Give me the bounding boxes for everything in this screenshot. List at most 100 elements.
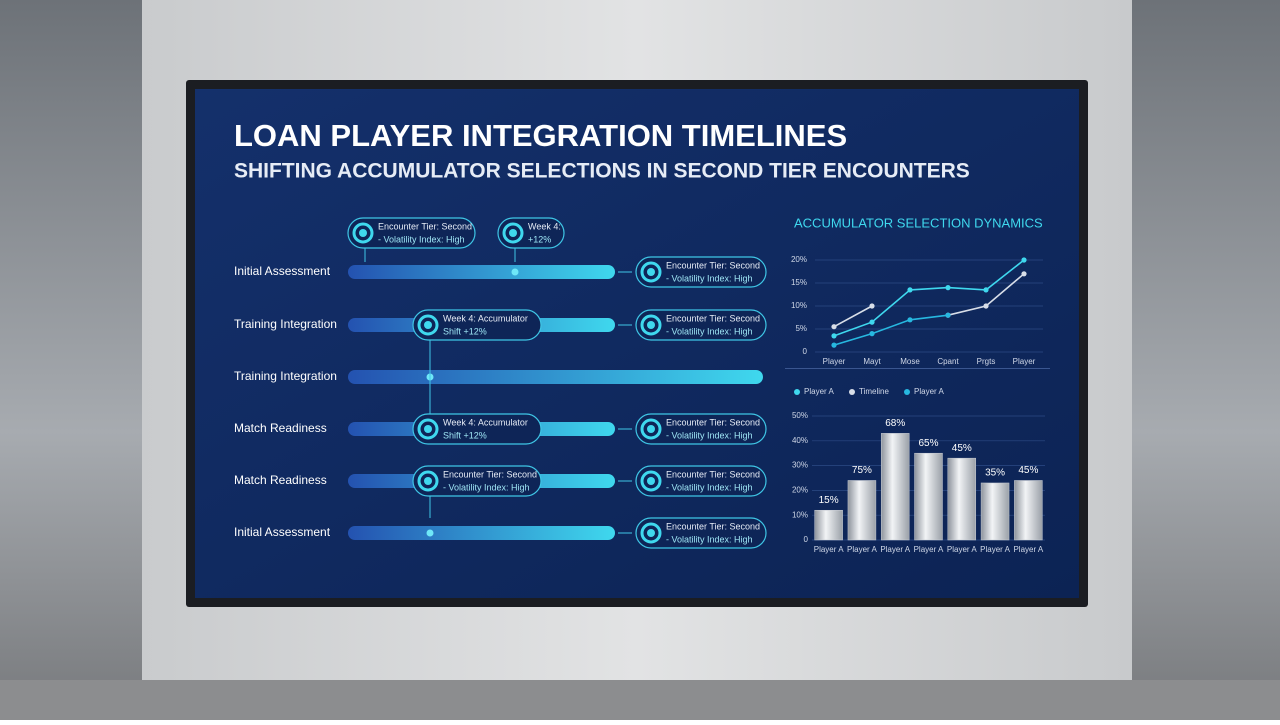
callout [412,413,542,445]
bar [1014,480,1043,541]
divider [785,368,1050,369]
callout-icon [424,425,432,433]
y-tick-label: 0 [803,347,808,356]
row-label: Initial Assessment [234,264,331,278]
callout-icon [424,321,432,329]
floor [0,680,1280,720]
timeline-bar [348,526,615,540]
callout-text: Shift +12% [443,326,487,336]
callout-text: - Volatility Index: High [666,534,753,544]
content: Encounter Tier: Second - Volatility Index… [234,215,1045,554]
x-tick-label: Player A [814,545,844,554]
point [983,303,989,309]
bar-annotation: 35% [985,468,1005,479]
y-tick-label: 50% [792,411,808,420]
callout-text: - Volatility Index: High [666,273,753,283]
row-label: Match Readiness [234,473,327,487]
callout-text: Encounter Tier: Second [378,221,472,231]
callout-icon [640,261,662,283]
chart-title: ACCUMULATOR SELECTION DYNAMICS [794,215,1043,230]
callout-text: +12% [528,234,551,244]
x-tick-label: Player [823,357,846,366]
callout-text: - Volatility Index: High [666,482,753,492]
timeline-bar [348,265,615,279]
point [983,287,989,293]
x-tick-label: Player A [947,545,977,554]
callout-icon [417,314,439,336]
bar [947,457,977,541]
x-tick-label: Cpant [937,357,959,366]
line-series [833,259,1025,337]
x-tick-label: Player A [847,545,877,554]
callout-icon [640,314,662,336]
callout-icon [359,229,367,237]
callout-text: Encounter Tier: Second [666,521,760,531]
x-tick-label: Prgts [977,357,996,366]
callout-icon [640,418,662,440]
bar [880,433,910,541]
callout-text: Encounter Tier: Second [666,417,760,427]
callout-icon [509,229,517,237]
x-tick-label: Player [1013,357,1036,366]
legend-swatch [849,389,855,395]
callout-icon [647,529,655,537]
callout-icon [352,222,374,244]
bar-annotation: 45% [1018,465,1038,476]
callout-icon [647,321,655,329]
bar-annotation: 15% [819,495,839,506]
row-label: Training Integration [234,317,337,331]
callout-icon [640,522,662,544]
callout-text: - Volatility Index: High [378,234,465,244]
callout-text: - Volatility Index: High [666,326,753,336]
legend-label: Player A [914,387,944,396]
callout-text: - Volatility Index: High [666,430,753,440]
callout-icon [502,222,524,244]
point [907,287,913,293]
x-tick-label: Mayt [863,357,881,366]
callout-icon [417,470,439,492]
y-tick-label: 10% [791,301,807,310]
callout [635,413,767,445]
x-tick-label: Player A [914,545,944,554]
callout-text: Week 4: Accumulator [443,417,528,427]
legend-swatch [794,389,800,395]
title: LOAN PLAYER INTEGRATION TIMELINES [234,118,847,153]
point [907,317,913,323]
x-tick-label: Player A [980,545,1010,554]
y-tick-label: 30% [792,461,808,470]
x-tick-label: Player A [1013,545,1043,554]
point [869,331,875,337]
callout [635,517,767,549]
bar-dot [511,268,519,276]
callout [635,309,767,341]
bar-annotation: 45% [952,443,972,454]
y-tick-label: 10% [792,510,808,519]
legend-label: Timeline [859,387,889,396]
point [869,303,875,309]
timeline-bar [348,370,763,384]
callout-icon [647,477,655,485]
callout-icon [417,418,439,440]
point [945,285,951,291]
y-tick-label: 20% [792,486,808,495]
x-tick-label: Mose [900,357,920,366]
legend-swatch [904,389,910,395]
row-label: Initial Assessment [234,525,331,539]
callout-text: Encounter Tier: Second [666,260,760,270]
callout [635,256,767,288]
point [831,342,837,348]
point [945,312,951,318]
callout-icon [647,425,655,433]
bar [980,482,1010,541]
callout [412,465,542,497]
y-tick-label: 40% [792,436,808,445]
bar-annotation: 68% [885,418,905,429]
y-tick-label: 5% [795,324,807,333]
bar [914,452,943,541]
point [831,324,837,330]
bar-dot [426,529,434,537]
callout-icon [647,268,655,276]
point [1021,271,1027,277]
